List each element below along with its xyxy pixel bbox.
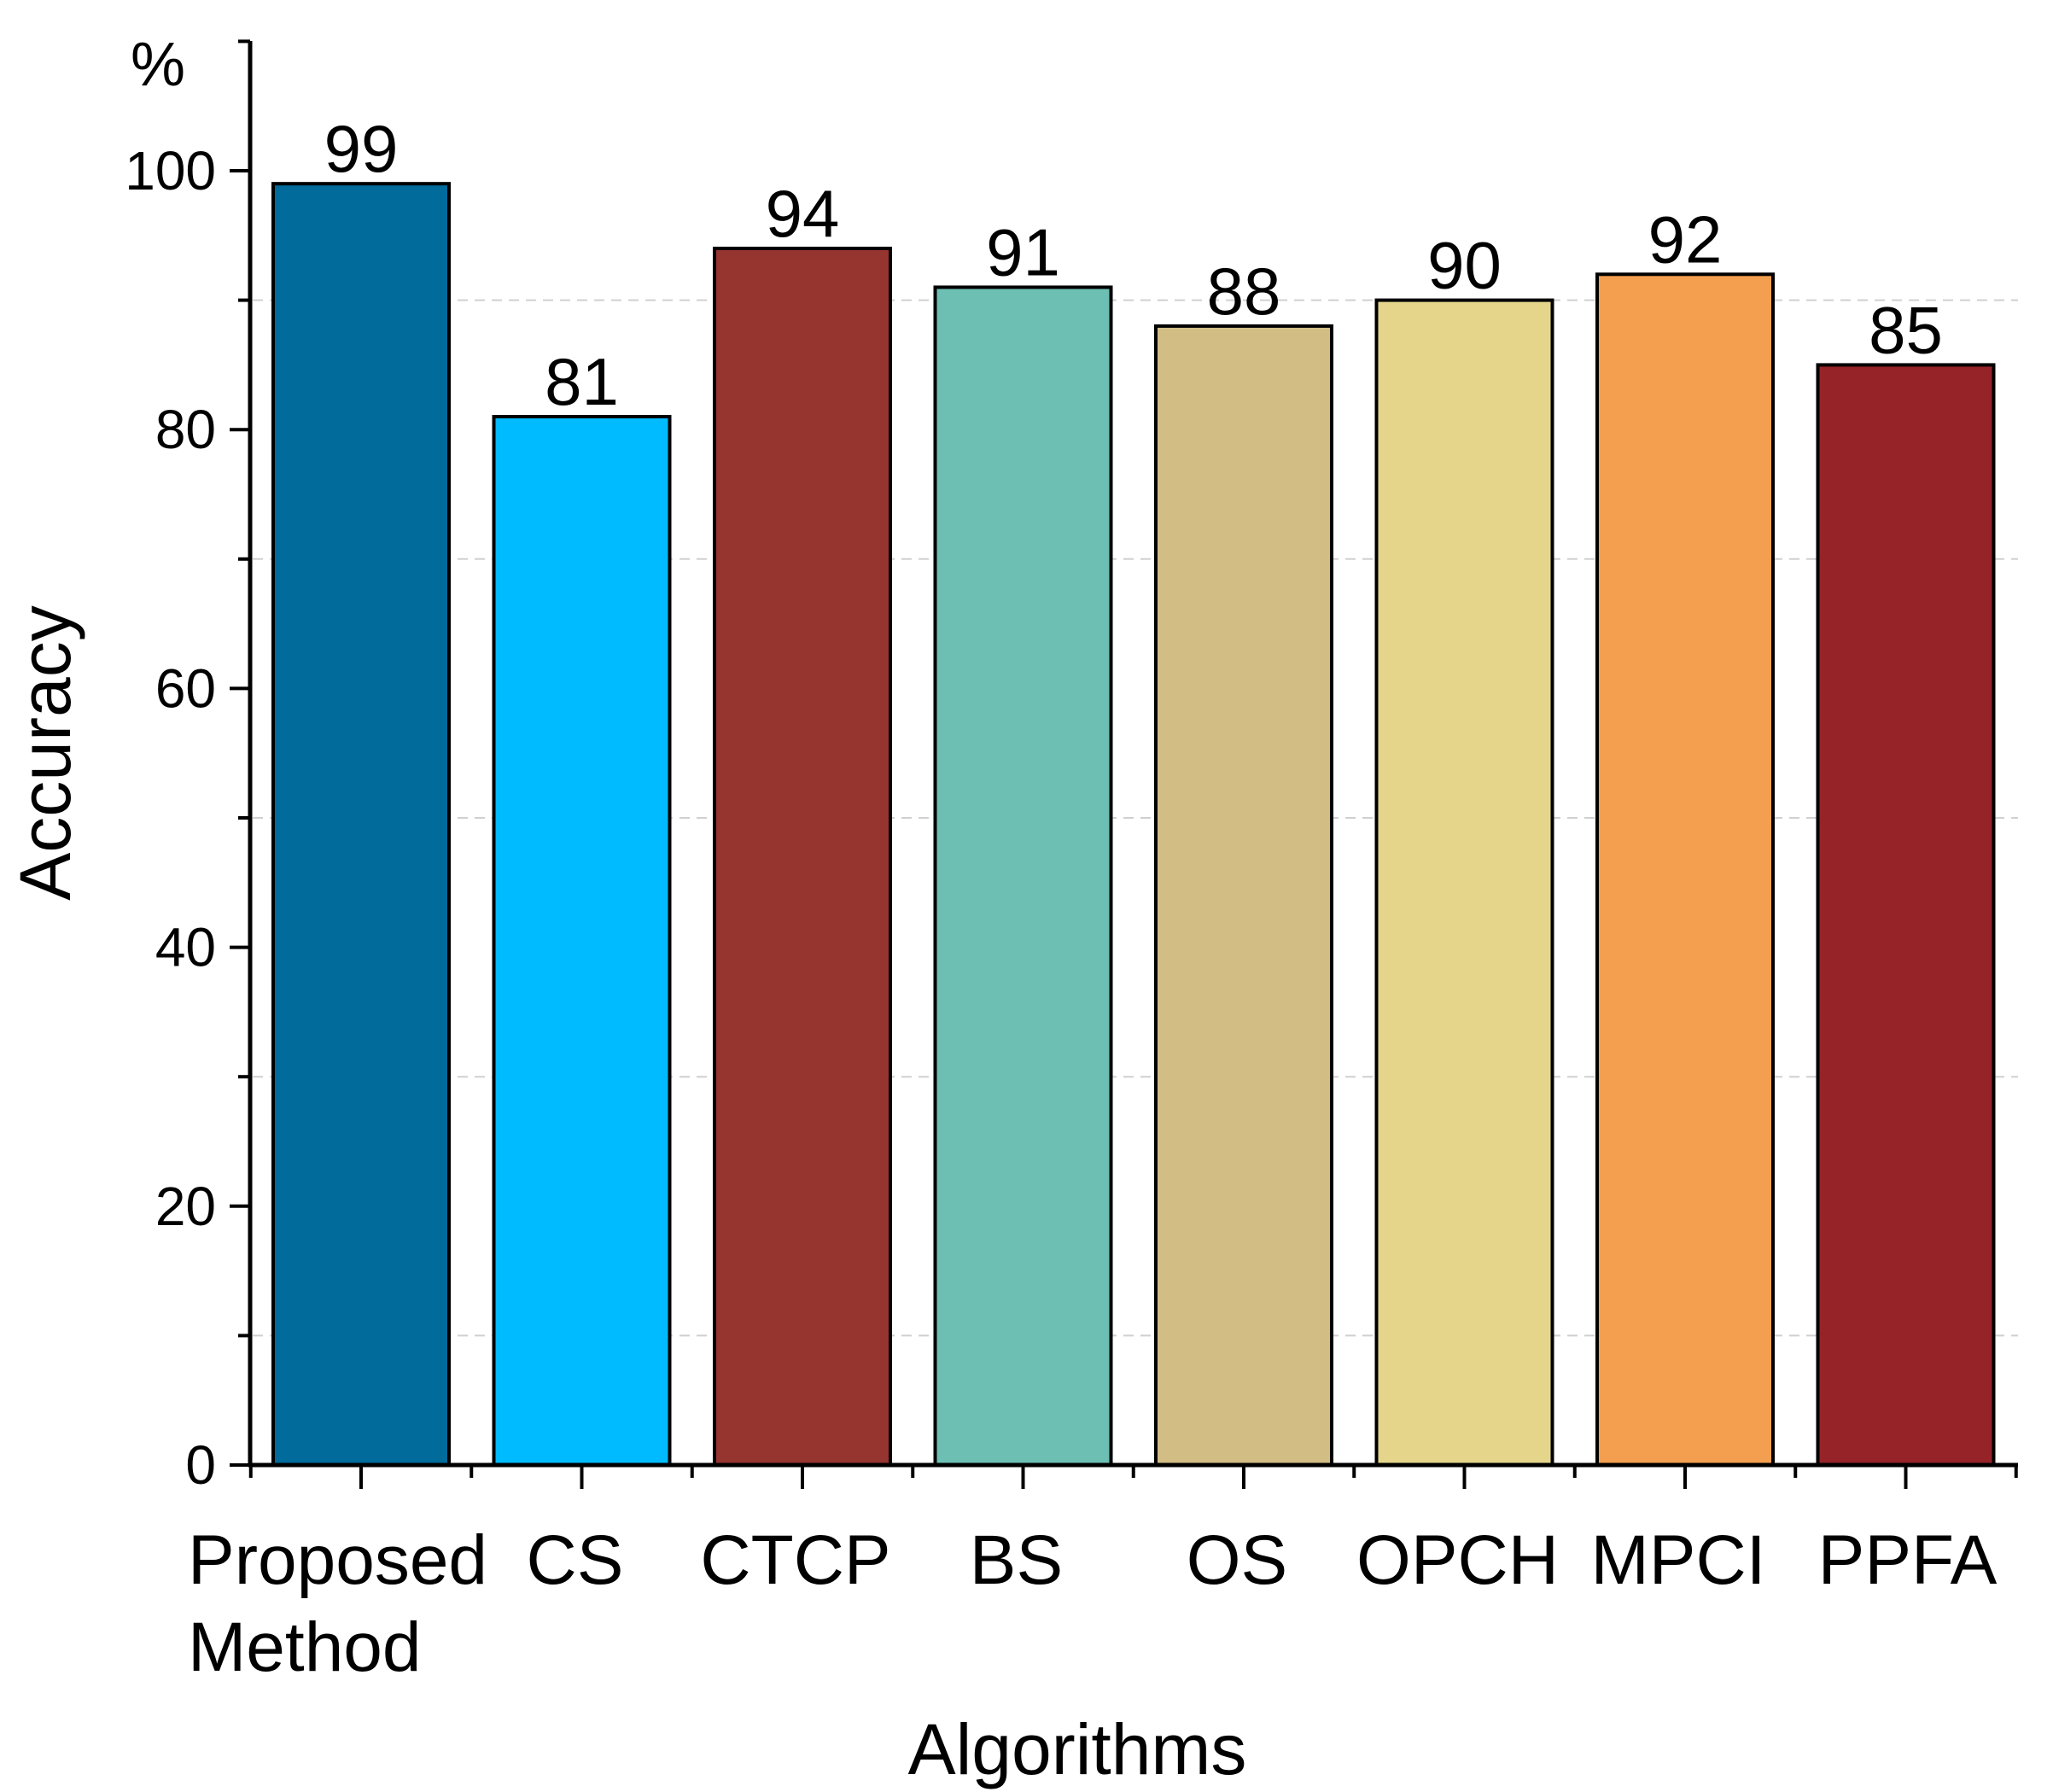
y-unit-label: % xyxy=(131,31,185,99)
x-axis-title: Algorithms xyxy=(908,1709,1247,1789)
bar xyxy=(1595,272,1775,1467)
y-tick-label: 20 xyxy=(155,1176,216,1237)
bar-value-label: 88 xyxy=(1207,254,1281,329)
bar xyxy=(1374,298,1554,1468)
bars xyxy=(271,182,1996,1468)
category-label: OPCH xyxy=(1356,1521,1559,1599)
bar xyxy=(1154,324,1333,1467)
bar-value-label: 99 xyxy=(324,111,399,186)
category-label: CTCP xyxy=(700,1521,890,1599)
y-tick-label: 100 xyxy=(125,140,216,201)
category-label: BS xyxy=(970,1521,1063,1599)
y-axis-title: Accuracy xyxy=(5,605,85,900)
bar-value-label: 92 xyxy=(1648,201,1723,277)
bar xyxy=(1816,363,1996,1467)
y-tick-label: 0 xyxy=(185,1434,216,1496)
category-label: CS xyxy=(527,1521,624,1599)
y-tick-label: 80 xyxy=(155,399,216,460)
category-label: PPFA xyxy=(1818,1521,1998,1599)
bar xyxy=(271,182,451,1467)
bar-value-label: 81 xyxy=(545,344,619,419)
category-label: Method xyxy=(188,1608,422,1686)
bar-value-label: 90 xyxy=(1427,228,1502,303)
bar-value-label: 91 xyxy=(986,214,1060,289)
axes xyxy=(230,39,2018,1489)
category-label: Proposed xyxy=(188,1521,487,1599)
bar-value-label: 94 xyxy=(766,176,840,251)
bar-value-label: 85 xyxy=(1869,292,1943,367)
category-label: MPCI xyxy=(1591,1521,1766,1599)
bar xyxy=(713,246,892,1468)
y-tick-label: 60 xyxy=(155,657,216,719)
y-tick-label: 40 xyxy=(155,917,216,978)
bar xyxy=(492,415,672,1467)
category-label: OS xyxy=(1187,1521,1287,1599)
labels: 0 20 40 60 80 100 99 Proposed Method 81 CS 94 CTCP 91… xyxy=(125,111,1997,1686)
bar xyxy=(933,285,1113,1468)
